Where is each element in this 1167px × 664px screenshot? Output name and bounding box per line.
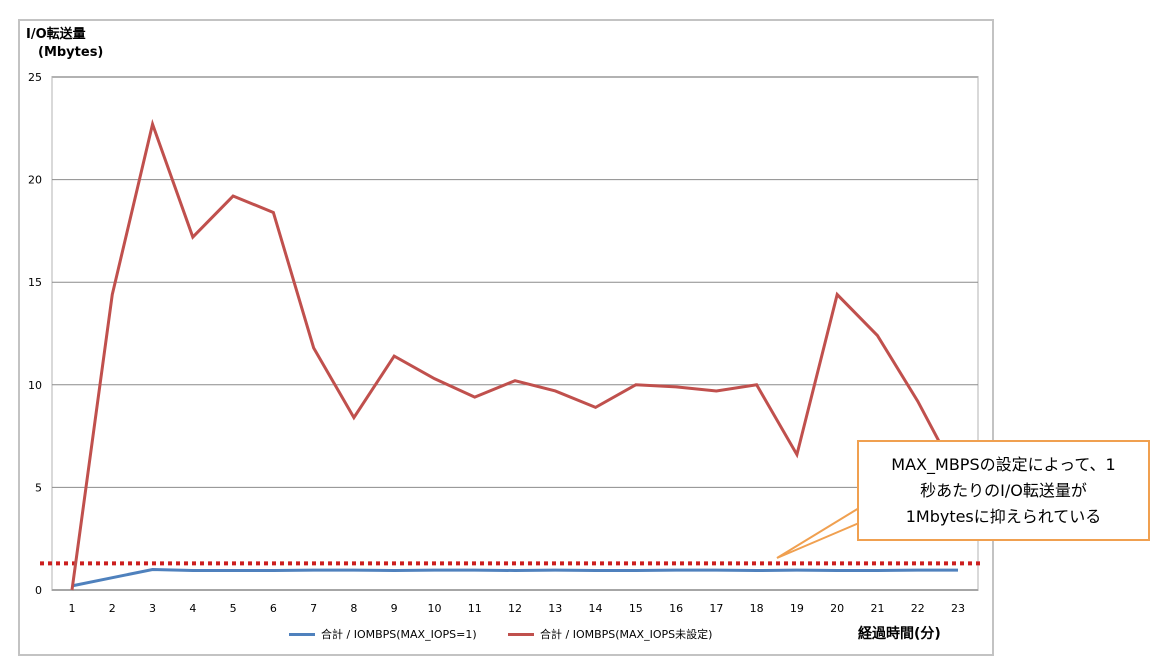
callout-line-3: 1Mbytesに抑えられている (905, 506, 1102, 526)
x-tick-label: 6 (270, 602, 277, 615)
callout-line-1: MAX_MBPSの設定によって、1 (891, 454, 1116, 474)
plot-area (51, 76, 979, 591)
series-line-red (70, 118, 960, 591)
y-tick-label: 5 (35, 481, 42, 494)
x-tick-label: 23 (951, 602, 965, 615)
y-tick-label: 25 (28, 71, 42, 84)
callout-line-2: 秒あたりのI/O転送量が (920, 480, 1087, 500)
y-tick-label: 0 (35, 584, 42, 597)
x-tick-label: 7 (310, 602, 317, 615)
annotation-callout: MAX_MBPSの設定によって、1 秒あたりのI/O転送量が 1Mbytesに抑… (857, 440, 1150, 541)
x-tick-label: 19 (790, 602, 804, 615)
x-tick-label: 11 (468, 602, 482, 615)
x-tick-label: 10 (427, 602, 441, 615)
x-tick-label: 18 (750, 602, 764, 615)
legend-item-red: 合計 / IOMBPS(MAX_IOPS未設定) (508, 626, 712, 642)
legend-label-blue: 合計 / IOMBPS(MAX_IOPS=1) (321, 628, 477, 641)
x-tick-label: 8 (350, 602, 357, 615)
legend-swatch-red (508, 632, 534, 636)
x-tick-label: 14 (589, 602, 603, 615)
series-line-blue (71, 567, 958, 588)
legend-label-red: 合計 / IOMBPS(MAX_IOPS未設定) (540, 628, 713, 641)
y-axis-title-line2: (Mbytes) (38, 45, 104, 60)
x-tick-label: 5 (230, 602, 237, 615)
x-tick-label: 21 (870, 602, 884, 615)
x-tick-label: 9 (391, 602, 398, 615)
chart-frame (18, 19, 994, 656)
x-axis-title: 経過時間(分) (858, 626, 941, 642)
y-axis-title: I/O転送量 (Mbytes) (26, 26, 103, 62)
x-tick-label: 3 (149, 602, 156, 615)
x-tick-label: 4 (189, 602, 196, 615)
x-tick-label: 15 (629, 602, 643, 615)
legend-item-blue: 合計 / IOMBPS(MAX_IOPS=1) (289, 626, 477, 642)
legend-swatch-blue (289, 632, 315, 636)
y-tick-label: 20 (28, 174, 42, 187)
x-tick-label: 2 (109, 602, 116, 615)
x-tick-label: 13 (548, 602, 562, 615)
x-tick-label: 12 (508, 602, 522, 615)
x-tick-label: 1 (69, 602, 76, 615)
y-tick-label: 15 (28, 276, 42, 289)
x-tick-label: 17 (709, 602, 723, 615)
y-axis-title-line1: I/O転送量 (26, 27, 86, 42)
x-tick-label: 16 (669, 602, 683, 615)
callout-pointer (776, 506, 860, 559)
y-tick-label: 10 (28, 379, 42, 392)
x-tick-label: 20 (830, 602, 844, 615)
x-tick-label: 22 (911, 602, 925, 615)
